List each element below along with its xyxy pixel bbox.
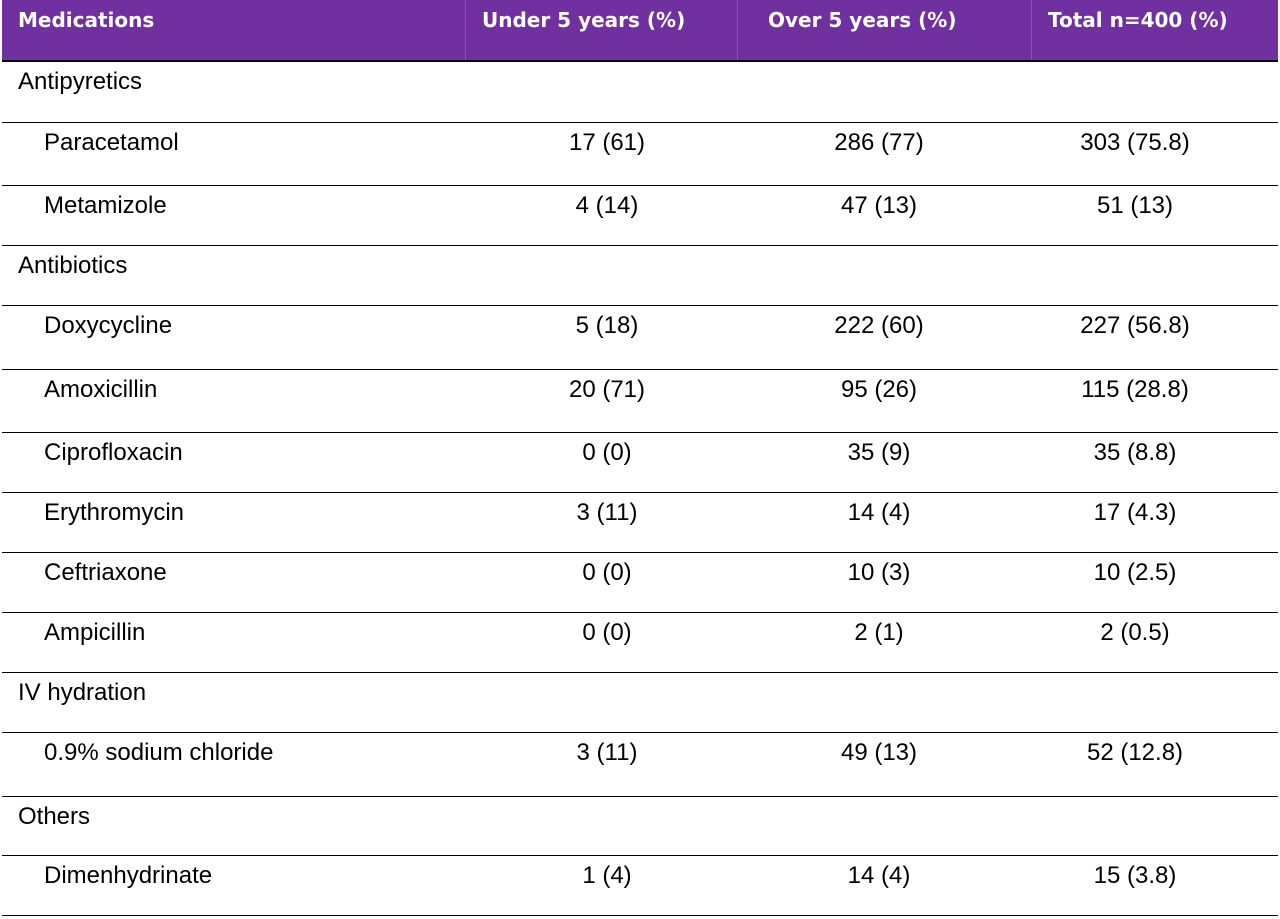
category-row: Others: [2, 797, 1278, 856]
header-total: Total n=400 (%): [1048, 8, 1228, 32]
medication-name: Ciprofloxacin: [44, 439, 183, 466]
over-5-value: 14 (4): [847, 862, 911, 889]
category-label: Antibiotics: [18, 252, 128, 279]
under-5-value: 3 (11): [576, 499, 638, 526]
under-5-value: [466, 797, 738, 855]
over-5-value: 286 (77): [834, 129, 924, 156]
under-5-value: 0 (0): [582, 619, 632, 646]
total-value: [1032, 62, 1278, 122]
over-5-value: [738, 62, 1032, 122]
under-5-value: 3 (11): [576, 739, 638, 766]
total-value: [1032, 246, 1278, 305]
over-5-value: 47 (13): [840, 192, 918, 219]
total-value: 52 (12.8): [1086, 739, 1184, 766]
medication-name: Amoxicillin: [44, 376, 158, 403]
under-5-value: 0 (0): [582, 439, 632, 466]
total-value: 303 (75.8): [1080, 129, 1190, 156]
medication-name: Metamizole: [44, 192, 167, 219]
total-value: [1032, 797, 1278, 855]
category-row: Antibiotics: [2, 246, 1278, 306]
medication-name: Ampicillin: [44, 619, 146, 646]
over-5-value: 49 (13): [840, 739, 918, 766]
over-5-value: [738, 673, 1032, 732]
table-body: Antipyretics Paracetamol 17 (61) 286 (77) 30…: [2, 62, 1278, 916]
total-value: 227 (56.8): [1080, 312, 1190, 339]
total-value: 10 (2.5): [1093, 559, 1177, 586]
over-5-value: 35 (9): [847, 439, 911, 466]
under-5-value: 5 (18): [575, 312, 639, 339]
medication-name: Ceftriaxone: [44, 559, 167, 586]
header-over-5-years: Over 5 years (%): [738, 0, 1032, 60]
category-label: Others: [18, 803, 91, 830]
table-row: Paracetamol 17 (61) 286 (77) 303 (75.8): [2, 123, 1278, 186]
total-value: 51 (13): [1096, 192, 1174, 219]
total-value: 17 (4.3): [1093, 499, 1177, 526]
medication-name: Erythromycin: [44, 499, 185, 526]
medication-name: Paracetamol: [44, 129, 179, 156]
over-5-value: [738, 246, 1032, 305]
header-under-5-years: Under 5 years (%): [466, 0, 738, 60]
over-5-value: [738, 797, 1032, 855]
table-row: 0.9% sodium chloride 3 (11) 49 (13) 52 (12.…: [2, 733, 1278, 797]
under-5-value: 0 (0): [582, 559, 632, 586]
over-5-value: 10 (3): [847, 559, 911, 586]
under-5-value: [466, 62, 738, 122]
total-value: 2 (0.5): [1100, 619, 1170, 646]
under-5-value: 1 (4): [582, 862, 632, 889]
table-row: Ciprofloxacin 0 (0) 35 (9) 35 (8.8): [2, 433, 1278, 493]
total-value: 35 (8.8): [1093, 439, 1177, 466]
total-value: [1032, 673, 1278, 732]
under-5-value: [466, 673, 738, 732]
table-row: Erythromycin 3 (11) 14 (4) 17 (4.3): [2, 493, 1278, 553]
under-5-value: 20 (71): [568, 376, 646, 403]
table-row: Metamizole 4 (14) 47 (13) 51 (13): [2, 186, 1278, 246]
under-5-value: 17 (61): [568, 129, 646, 156]
total-value: 15 (3.8): [1093, 862, 1177, 889]
table-row: Amoxicillin 20 (71) 95 (26) 115 (28.8): [2, 370, 1278, 433]
table-header: Medications Under 5 years (%) Over 5 yea…: [2, 0, 1278, 62]
under-5-value: [466, 246, 738, 305]
medication-name: 0.9% sodium chloride: [44, 739, 274, 766]
table-row: Ampicillin 0 (0) 2 (1) 2 (0.5): [2, 613, 1278, 673]
over-5-value: 2 (1): [854, 619, 904, 646]
category-row: IV hydration: [2, 673, 1278, 733]
over-5-value: 14 (4): [847, 499, 911, 526]
total-value: 115 (28.8): [1081, 376, 1189, 403]
category-label: IV hydration: [18, 679, 147, 706]
category-row: Antipyretics: [2, 62, 1278, 123]
category-label: Antipyretics: [18, 68, 143, 95]
table-row: Doxycycline 5 (18) 222 (60) 227 (56.8): [2, 306, 1278, 370]
medication-name: Dimenhydrinate: [44, 862, 213, 889]
table-row: Ceftriaxone 0 (0) 10 (3) 10 (2.5): [2, 553, 1278, 613]
over-5-value: 222 (60): [834, 312, 924, 339]
under-5-value: 4 (14): [575, 192, 639, 219]
over-5-value: 95 (26): [840, 376, 918, 403]
header-medications: Medications: [2, 0, 466, 60]
table-row: Dimenhydrinate 1 (4) 14 (4) 15 (3.8): [2, 856, 1278, 916]
medication-name: Doxycycline: [44, 312, 173, 339]
